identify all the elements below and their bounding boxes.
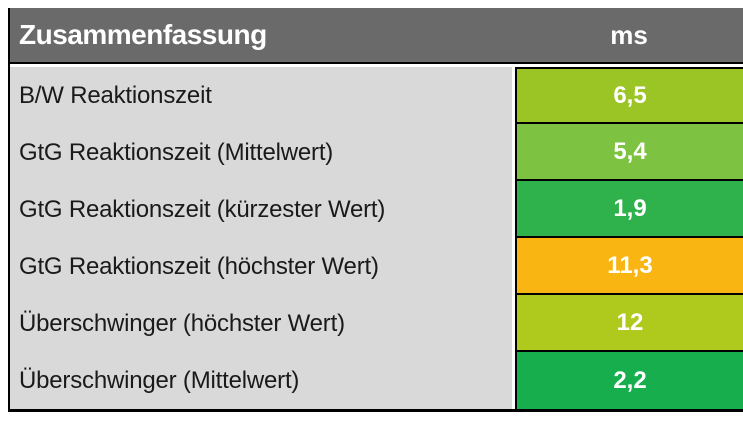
column-gap [512, 124, 515, 181]
row-value: 11,3 [515, 238, 743, 295]
column-gap [512, 67, 515, 124]
row-value: 6,5 [515, 67, 743, 124]
unit-column-header: ms [610, 19, 648, 50]
row-value: 5,4 [515, 124, 743, 181]
row-label: Überschwinger (höchster Wert) [10, 295, 512, 352]
table-row: GtG Reaktionszeit (Mittelwert) 5,4 [10, 124, 743, 181]
row-label: Überschwinger (Mittelwert) [10, 352, 512, 409]
header-body-gap [10, 64, 743, 67]
table-row: Überschwinger (höchster Wert) 12 [10, 295, 743, 352]
row-label: GtG Reaktionszeit (höchster Wert) [10, 238, 512, 295]
row-label: B/W Reaktionszeit [10, 67, 512, 124]
column-gap [512, 295, 515, 352]
table-body: B/W Reaktionszeit 6,5 GtG Reaktionszeit … [10, 67, 743, 409]
summary-table: Zusammenfassung ms B/W Reaktionszeit 6,5… [8, 8, 743, 412]
table-row: Überschwinger (Mittelwert) 2,2 [10, 352, 743, 409]
row-label: GtG Reaktionszeit (kürzester Wert) [10, 181, 512, 238]
row-value: 2,2 [515, 352, 743, 409]
row-label: GtG Reaktionszeit (Mittelwert) [10, 124, 512, 181]
table-row: B/W Reaktionszeit 6,5 [10, 67, 743, 124]
column-gap [512, 181, 515, 238]
row-value: 1,9 [515, 181, 743, 238]
table-header-row: Zusammenfassung ms [10, 8, 743, 64]
column-gap [512, 238, 515, 295]
table-row: GtG Reaktionszeit (höchster Wert) 11,3 [10, 238, 743, 295]
row-value: 12 [515, 295, 743, 352]
table-title: Zusammenfassung [19, 19, 267, 50]
table-row: GtG Reaktionszeit (kürzester Wert) 1,9 [10, 181, 743, 238]
column-gap [512, 352, 515, 409]
